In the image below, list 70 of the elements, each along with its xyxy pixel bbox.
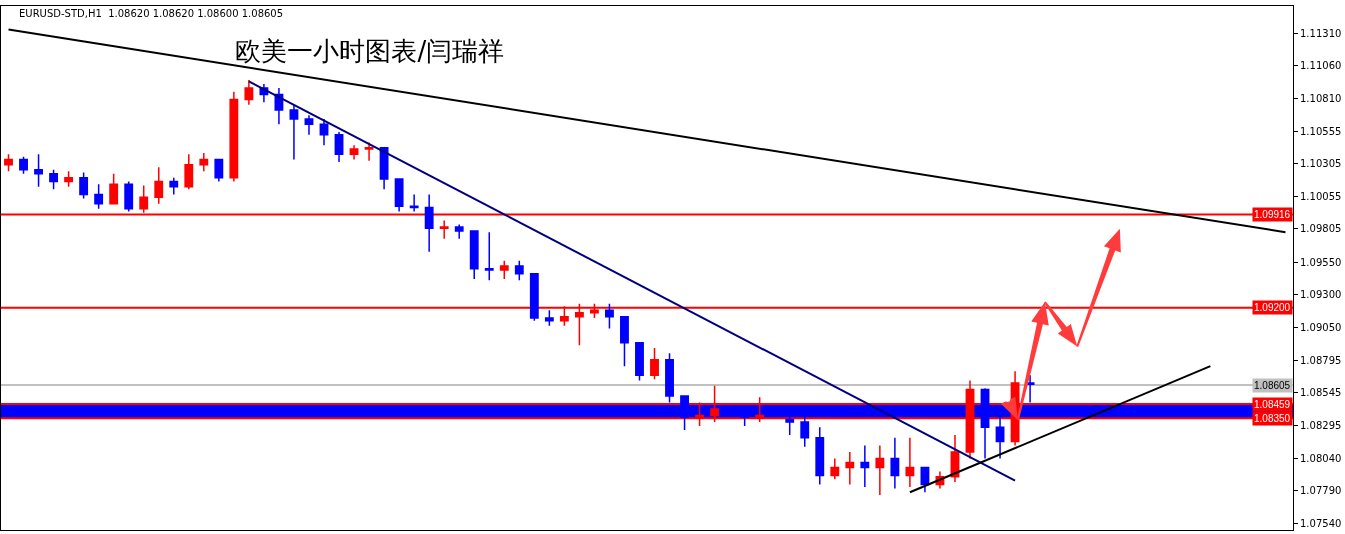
- candlestick: [650, 347, 659, 380]
- candlestick: [484, 231, 494, 282]
- chart-subtitle: EURUSD-STD,H1 1.08620 1.08620 1.08600 1.08605: [19, 8, 284, 19]
- candlestick: [169, 176, 179, 196]
- candlestick: [214, 158, 224, 183]
- candlestick: [289, 104, 299, 161]
- y-tick-label: 1.10305: [1300, 158, 1342, 170]
- y-tick-label: 1.09050: [1300, 321, 1342, 333]
- y-tick-label: 1.10555: [1300, 125, 1342, 137]
- y-tick-label: 1.10055: [1300, 190, 1342, 202]
- candlestick: [454, 223, 464, 240]
- candlestick: [605, 303, 614, 330]
- candlestick: [109, 172, 119, 205]
- ref-line-label: 1.08350: [1254, 413, 1291, 424]
- y-tick-label: 1.11060: [1300, 60, 1342, 72]
- candlestick: [244, 79, 254, 106]
- y-tick-label: 1.11310: [1300, 27, 1342, 39]
- y-tick-label: 1.07540: [1300, 518, 1342, 529]
- candlestick: [620, 316, 629, 367]
- candlestick: [845, 451, 855, 486]
- y-tick-label: 1.09550: [1300, 256, 1342, 268]
- ref-line-label: 1.08459: [1254, 399, 1291, 410]
- y-tick-label: 1.07790: [1300, 485, 1342, 497]
- candlestick: [424, 193, 434, 253]
- candlestick: [499, 260, 509, 280]
- y-tick-label: 1.10810: [1300, 92, 1342, 104]
- y-tick-label: 1.09805: [1300, 223, 1342, 235]
- candlestick: [184, 153, 194, 191]
- candlestick: [274, 87, 284, 126]
- candlestick: [890, 436, 900, 490]
- candlestick: [469, 230, 479, 280]
- candlestick: [229, 91, 239, 183]
- candlestick: [439, 219, 449, 240]
- candlestick: [154, 166, 164, 205]
- candlestick: [79, 171, 89, 200]
- candlestick: [635, 342, 644, 382]
- y-tick-label: 1.09300: [1300, 289, 1342, 301]
- candlestick: [64, 170, 74, 188]
- candlestick: [334, 131, 344, 163]
- candlestick: [19, 156, 28, 175]
- candlestick: [94, 183, 104, 210]
- candlestick: [304, 114, 314, 136]
- y-tick-label: 1.08295: [1300, 419, 1342, 431]
- candlestick: [529, 273, 539, 322]
- candlestick: [409, 193, 419, 213]
- candlestick: [379, 146, 389, 191]
- candlestick: [349, 144, 359, 161]
- y-tick-label: 1.08545: [1300, 387, 1342, 399]
- ref-line-label: 1.09200: [1254, 302, 1291, 313]
- y-tick-label: 1.08795: [1300, 354, 1342, 366]
- text: 欧美一小时图表/闫瑞祥: [235, 35, 505, 66]
- candlestick: [514, 260, 524, 282]
- candlestick: [950, 434, 960, 483]
- ref-line-label: 1.09916: [1254, 209, 1291, 220]
- y-tick-label: 1.08040: [1300, 452, 1342, 464]
- candlestick: [830, 457, 840, 481]
- candlestick: [394, 178, 404, 213]
- candlestick: [815, 426, 825, 486]
- candlestick: [49, 169, 59, 191]
- candlestick: [665, 352, 674, 404]
- candlestick: [124, 180, 134, 213]
- candlestick: [875, 444, 885, 496]
- candlestick: [199, 152, 209, 172]
- candlestick: [34, 153, 43, 188]
- ref-line-label: 1.08605: [1254, 380, 1291, 391]
- candlestick: [860, 444, 870, 488]
- candlestick: [319, 118, 329, 146]
- candlestick: [905, 436, 915, 488]
- candlestick: [4, 153, 13, 172]
- candlestick: [544, 309, 554, 327]
